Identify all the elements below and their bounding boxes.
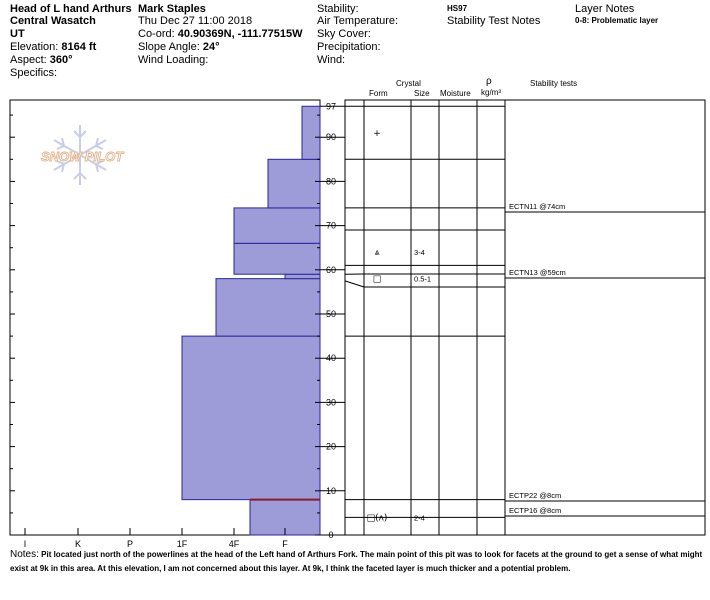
wind-loading-label: Wind Loading:: [138, 54, 209, 66]
stability-tests-header: Stability tests: [530, 79, 578, 88]
slope-row: Slope Angle: 24°: [138, 42, 219, 53]
problematic-layer-note: 0-8: Problematic layer: [575, 16, 659, 25]
observer-name: Mark Staples: [138, 3, 206, 15]
stability-test-2: ECTP22 @8cm: [505, 491, 705, 502]
stability-label: Stability:: [317, 3, 359, 15]
specifics-label: Specifics:: [10, 67, 58, 79]
density-unit-header: kg/m³: [481, 88, 501, 97]
hardness-layer-0: [181, 335, 321, 501]
elevation-label: Elevation:: [10, 41, 59, 53]
notes-text: Pit located just north of the powerlines…: [10, 550, 703, 573]
notes: Notes: Pit located just north of the pow…: [10, 548, 705, 576]
layer-notes-heading: Layer Notes: [575, 3, 635, 15]
depth-axis: 0 10 20 30 40 50 60 70 80 90 97: [10, 101, 345, 540]
slope-label: Slope Angle:: [138, 41, 200, 53]
stability-test-0: ECTN11 @74cm: [505, 202, 705, 213]
elevation-value: 8164 ft: [61, 41, 97, 53]
crystal-size-2: 0.5-1: [414, 275, 431, 284]
aspect-row: Aspect: 360°: [10, 55, 73, 66]
depth-tick-label-20: 20: [326, 442, 336, 452]
crystal-form-2: □: [373, 275, 382, 285]
location-name: Head of L hand Arthurs: [10, 3, 132, 15]
stability-test-1: ECTN13 @59cm: [505, 268, 705, 279]
depth-tick-label-60: 60: [326, 265, 336, 275]
crystal-marks: + ⩓ 3-4 □ 0.5-1 □(ʌ) 2-4: [367, 129, 432, 524]
coord-row: Co-ord: 40.90369N, -111.77515W: [138, 29, 303, 40]
depth-tick-label-90: 90: [326, 132, 336, 142]
crystal-form-0: +: [373, 129, 381, 139]
crystal-size-1: 3-4: [414, 248, 425, 257]
elevation-row: Elevation: 8164 ft: [10, 42, 96, 53]
depth-tick-label-50: 50: [326, 309, 336, 319]
hardness-layer-6: [301, 105, 321, 160]
range-name: Central Wasatch: [10, 15, 96, 27]
stability-test-3: ECTP16 @8cm: [505, 506, 705, 517]
crystal-size-3: 2-4: [414, 513, 425, 522]
density-rho-header: ρ: [486, 76, 492, 87]
depth-tick-label-30: 30: [326, 397, 336, 407]
depth-tick-label-97: 97: [326, 101, 336, 111]
crystal-form-1: ⩓: [374, 248, 379, 258]
depth-tick-label-0: 0: [328, 530, 333, 540]
size-header: Size: [414, 89, 430, 98]
stability-test-marks: ECTN11 @74cm ECTN13 @59cm ECTP22 @8cm ECTP1…: [505, 202, 705, 517]
coord-label: Co-ord:: [138, 28, 175, 40]
crystal-form-3: □(ʌ): [367, 513, 388, 523]
crystal-header: Crystal: [396, 79, 421, 88]
hardness-tick-label-1F: 1F: [177, 539, 188, 549]
svg-text:ECTN11 @74cm: ECTN11 @74cm: [509, 202, 565, 211]
hardness-layer-1: [215, 278, 321, 337]
hardness-layer-3: [233, 242, 321, 275]
hardness-tick-label-4F: 4F: [229, 539, 240, 549]
hardness-tick-label-K: K: [75, 539, 81, 549]
layer-boundaries: [344, 105, 505, 518]
air-temp-label: Air Temperature:: [317, 15, 399, 27]
wind-label: Wind:: [317, 54, 346, 66]
hardness-layers: [181, 105, 321, 536]
datetime: Thu Dec 27 11:00 2018: [138, 15, 253, 27]
precip-label: Precipitation:: [317, 41, 381, 53]
coord-value: 40.90369N, -111.77515W: [177, 28, 303, 40]
stability-test-notes-heading: Stability Test Notes: [447, 15, 541, 27]
hardness-tick-label-F: F: [282, 539, 288, 549]
moisture-header: Moisture: [440, 89, 471, 98]
svg-text:ECTN13 @59cm: ECTN13 @59cm: [509, 268, 566, 277]
state-name: UT: [10, 28, 25, 40]
form-header: Form: [369, 89, 388, 98]
svg-text:ECTP16 @8cm: ECTP16 @8cm: [509, 506, 561, 515]
hardness-tick-label-P: P: [127, 539, 133, 549]
aspect-value: 360°: [49, 54, 73, 66]
depth-tick-label-10: 10: [326, 486, 336, 496]
hs-value: HS97: [447, 4, 468, 13]
hardness-axis: I K P 1F 4F F: [24, 528, 288, 549]
snow-pilot-logo: [53, 125, 107, 185]
hardness-layer-4: [233, 207, 321, 244]
crystal-grid: [344, 99, 706, 536]
hardness-layer-5: [267, 158, 321, 209]
notes-label: Notes:: [10, 549, 39, 560]
depth-tick-label-70: 70: [326, 221, 336, 231]
depth-tick-label-80: 80: [326, 176, 336, 186]
logo-text: SNOW PILOT: [41, 149, 124, 164]
svg-text:ECTP22 @8cm: ECTP22 @8cm: [509, 491, 561, 500]
aspect-label: Aspect:: [10, 54, 47, 66]
hardness-tick-label-I: I: [24, 539, 27, 549]
boundary-line-57.5: [344, 280, 505, 288]
depth-tick-label-40: 40: [326, 353, 336, 363]
sky-cover-label: Sky Cover:: [317, 28, 371, 40]
slope-value: 24°: [202, 41, 220, 53]
hardness-layer-2: [284, 273, 321, 280]
